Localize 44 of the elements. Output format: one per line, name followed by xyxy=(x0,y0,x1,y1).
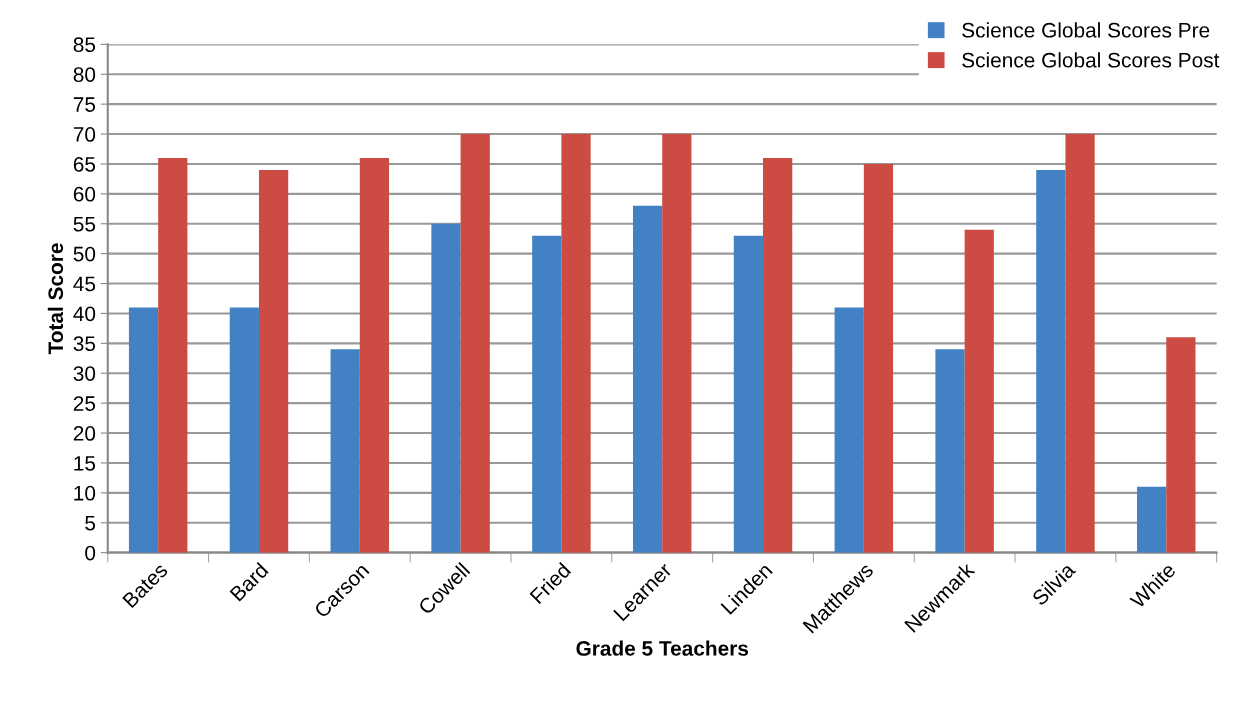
bar xyxy=(834,307,864,553)
bar xyxy=(561,134,591,553)
bar xyxy=(935,349,965,553)
y-tick-label: 80 xyxy=(73,67,96,83)
bar xyxy=(229,307,259,553)
bar xyxy=(128,307,159,553)
bar xyxy=(532,235,562,553)
legend-label: Science Global Scores Post xyxy=(962,52,1220,68)
y-tick-label: 35 xyxy=(73,336,96,352)
bar xyxy=(1137,486,1167,553)
y-tick-label: 10 xyxy=(74,485,96,501)
y-tick-label: 60 xyxy=(73,186,96,202)
y-tick-label: 75 xyxy=(73,97,96,112)
bar xyxy=(863,163,894,553)
bar xyxy=(431,223,461,553)
bar xyxy=(632,205,663,553)
bar xyxy=(1166,337,1196,553)
bar xyxy=(158,157,188,553)
y-tick-label: 5 xyxy=(85,515,96,531)
y-tick-label: 55 xyxy=(73,216,96,232)
y-tick-label: 25 xyxy=(73,396,96,411)
x-axis-title: Grade 5 Teachers xyxy=(576,640,749,656)
y-tick-label: 30 xyxy=(73,366,96,381)
bar xyxy=(1065,134,1095,553)
y-tick-label: 0 xyxy=(85,545,96,561)
y-axis-title: Total Score xyxy=(47,243,64,355)
bar xyxy=(662,134,692,553)
y-tick-label: 50 xyxy=(73,246,96,262)
legend-label: Science Global Scores Pre xyxy=(962,22,1210,38)
bar xyxy=(460,134,490,553)
bar xyxy=(964,229,994,553)
y-tick-label: 15 xyxy=(74,456,96,471)
bar xyxy=(763,157,793,553)
y-tick-label: 40 xyxy=(73,306,96,322)
bar xyxy=(733,235,764,553)
bar xyxy=(258,169,289,553)
bar xyxy=(330,349,360,553)
y-tick-label: 65 xyxy=(73,156,96,172)
y-tick-label: 45 xyxy=(73,276,96,292)
y-tick-label: 20 xyxy=(73,426,96,441)
y-tick-label: 85 xyxy=(73,37,96,53)
bar xyxy=(1036,169,1066,553)
y-tick-label: 70 xyxy=(73,127,96,142)
bar xyxy=(359,157,390,553)
